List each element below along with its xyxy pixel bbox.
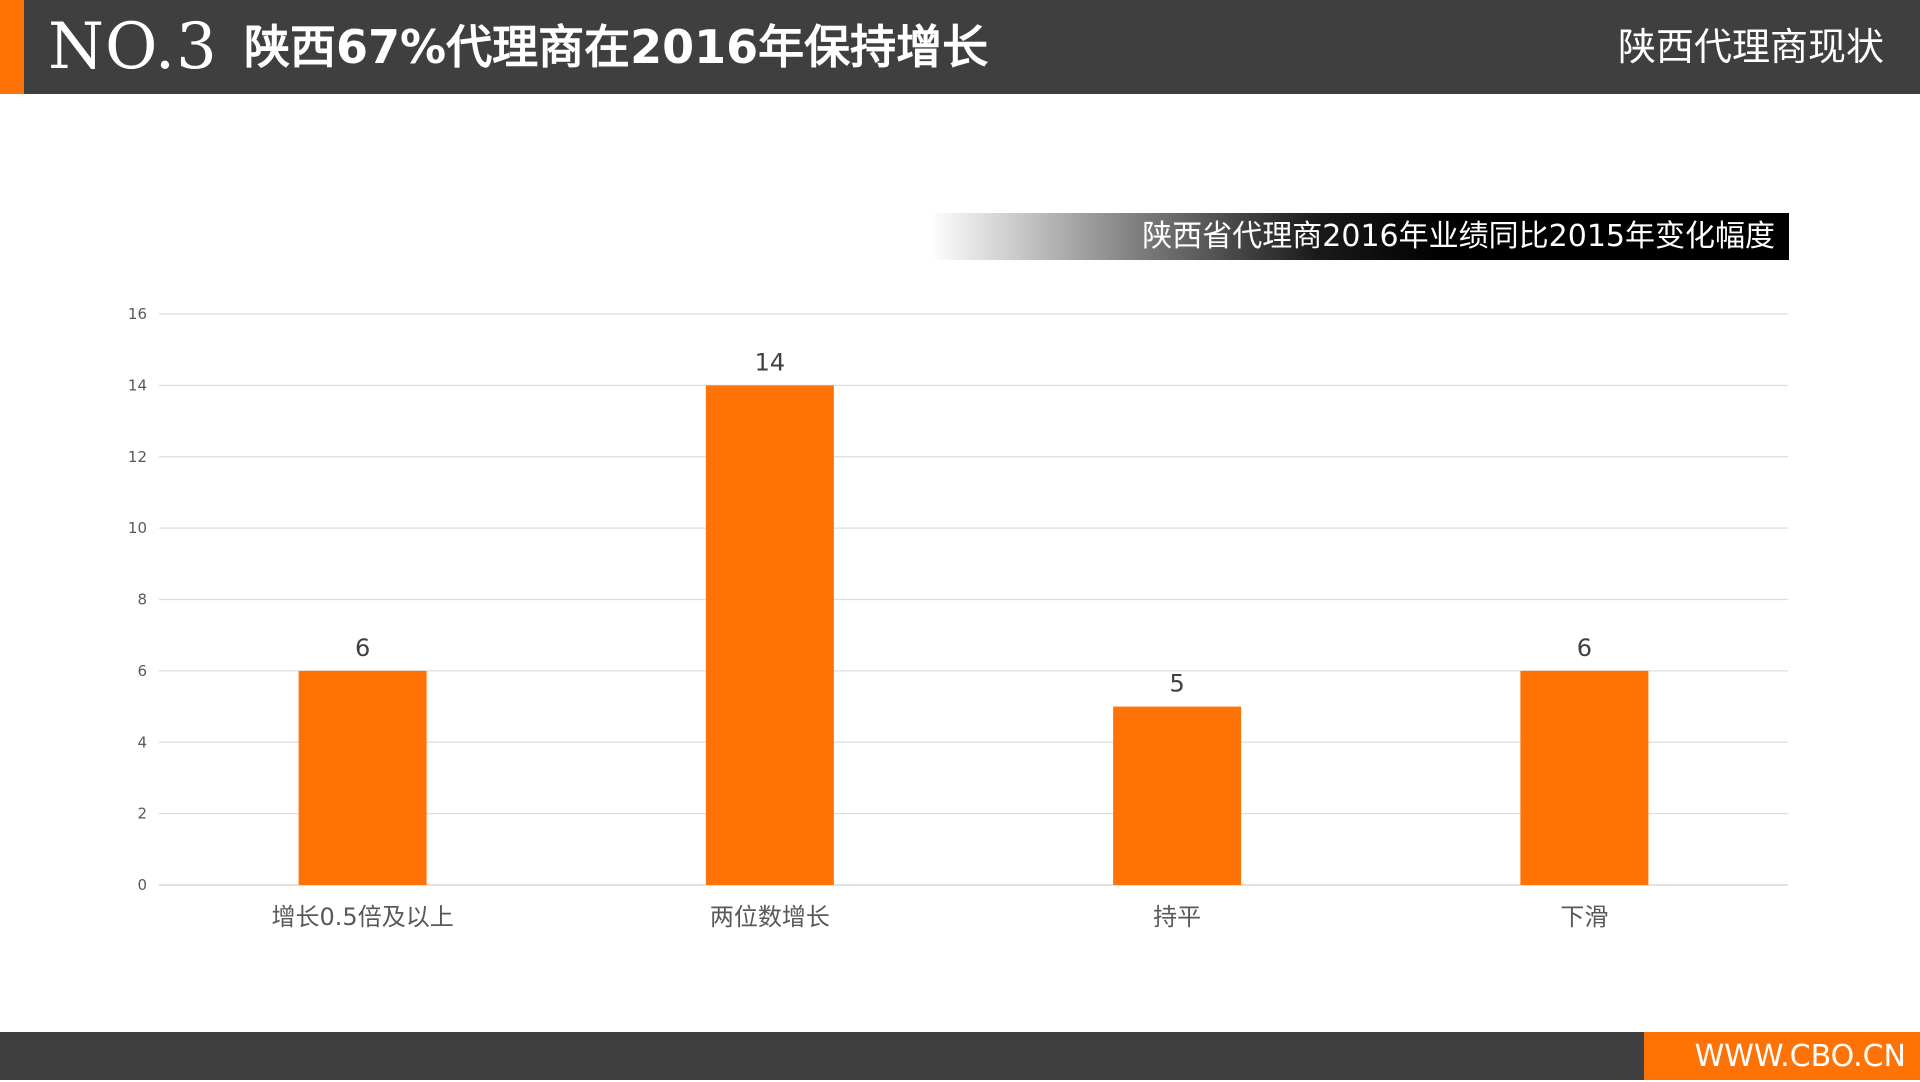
section-number: NO.3 [48,10,218,84]
chart-title: 陕西省代理商2016年业绩同比2015年变化幅度 [1142,219,1775,254]
header-accent-stripe [0,0,24,94]
data-label: 5 [1169,670,1184,698]
header-bar: NO.3 陕西67%代理商在2016年保持增长 陕西代理商现状 [0,0,1920,94]
y-tick-label: 10 [128,519,147,537]
y-tick-label: 6 [137,662,147,680]
bar [1520,670,1649,885]
y-tick-label: 8 [137,591,147,609]
bar-chart: 0 2 4 6 8 10 12 14 16 6 14 5 6 增长0.5倍及以上 两位数增长 持平 下滑 [128,305,1788,931]
y-tick-label: 4 [137,733,147,751]
data-label: 6 [355,634,370,662]
x-tick-label: 增长0.5倍及以上 [272,903,454,931]
x-tick-label: 两位数增长 [710,903,830,931]
x-tick-label: 下滑 [1560,903,1608,931]
y-tick-label: 2 [137,805,147,823]
y-axis-ticks: 0 2 4 6 8 10 12 14 16 [128,305,147,894]
bar [705,385,834,885]
data-label: 6 [1577,634,1592,662]
chart-bars [298,385,1649,885]
bar [298,670,427,885]
bar [1113,706,1242,885]
page-title: 陕西67%代理商在2016年保持增长 [244,20,989,74]
y-tick-label: 16 [128,305,147,323]
x-axis-ticks: 增长0.5倍及以上 两位数增长 持平 下滑 [272,903,1609,931]
section-title: 陕西代理商现状 [1617,25,1884,69]
chart-gridlines [159,313,1788,886]
y-tick-label: 14 [128,376,147,394]
y-tick-label: 0 [137,876,147,894]
footer-badge[interactable]: WWW.CBO.CN [1644,1032,1920,1080]
chart-title-bar: 陕西省代理商2016年业绩同比2015年变化幅度 [930,213,1789,260]
website-link[interactable]: WWW.CBO.CN [1694,1039,1906,1074]
data-label: 14 [755,348,786,376]
footer-bar: WWW.CBO.CN [0,1032,1920,1080]
data-labels: 6 14 5 6 [355,348,1592,697]
y-tick-label: 12 [128,448,147,466]
x-tick-label: 持平 [1153,903,1201,931]
